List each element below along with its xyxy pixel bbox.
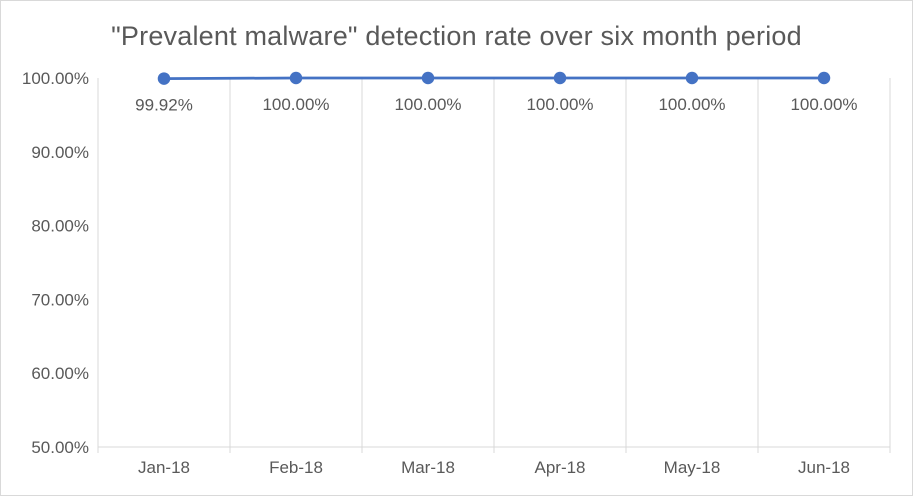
- x-axis-tick-label: Feb-18: [269, 458, 323, 477]
- y-axis-tick-label: 60.00%: [31, 364, 89, 383]
- x-axis-tick-label: Jun-18: [798, 458, 850, 477]
- data-point-label: 100.00%: [526, 95, 593, 114]
- data-point-label: 100.00%: [262, 95, 329, 114]
- y-axis-tick-label: 70.00%: [31, 290, 89, 309]
- y-axis-tick-label: 80.00%: [31, 217, 89, 236]
- data-point-label: 100.00%: [790, 95, 857, 114]
- y-axis-tick-label: 50.00%: [31, 438, 89, 457]
- data-point-marker: [289, 71, 303, 85]
- data-series-line: [162, 76, 826, 80]
- x-axis-tick-label: May-18: [664, 458, 721, 477]
- data-point-label: 99.92%: [135, 96, 193, 115]
- data-point-marker: [157, 72, 171, 85]
- data-point-label: 100.00%: [394, 95, 461, 114]
- y-axis-tick-label: 90.00%: [31, 143, 89, 162]
- data-point-marker: [421, 71, 435, 85]
- x-axis-tick-label: Apr-18: [534, 458, 585, 477]
- data-point-marker: [817, 71, 831, 85]
- data-point-label: 100.00%: [658, 95, 725, 114]
- data-point-marker: [553, 71, 567, 85]
- x-axis-tick-label: Mar-18: [401, 458, 455, 477]
- y-axis-tick-label: 100.00%: [22, 69, 89, 88]
- data-point-marker: [685, 71, 699, 85]
- x-axis-tick-label: Jan-18: [138, 458, 190, 477]
- chart-title: "Prevalent malware" detection rate over …: [111, 21, 802, 51]
